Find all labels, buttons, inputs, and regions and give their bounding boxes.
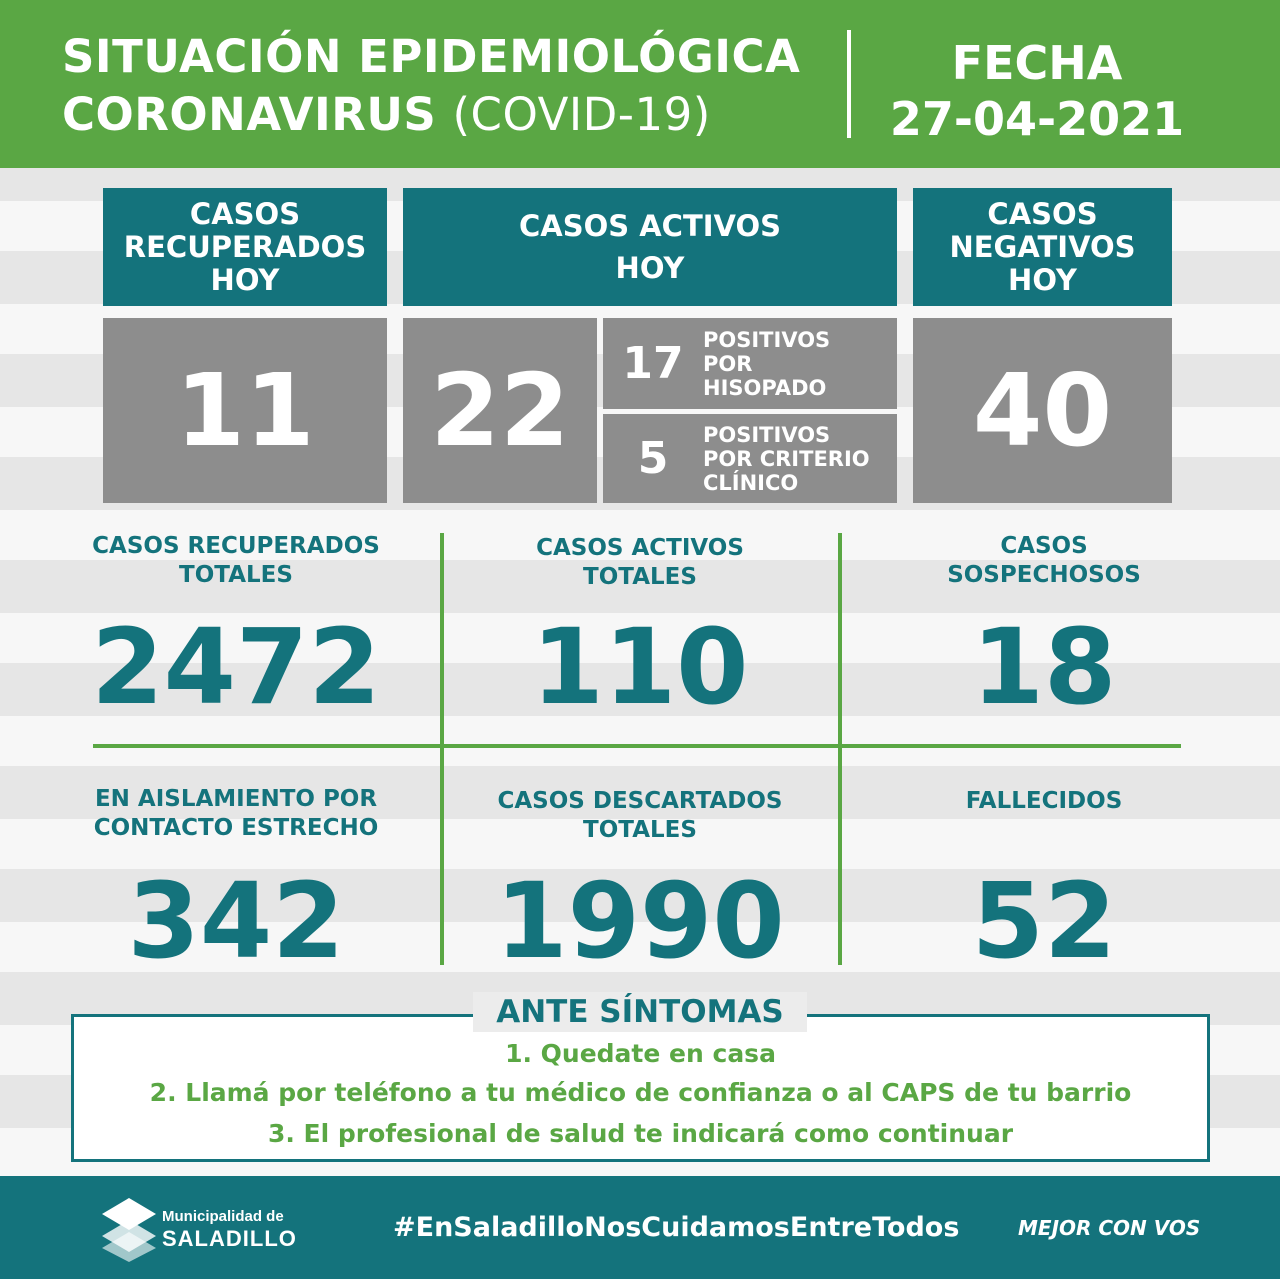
criterio-l3: CLÍNICO: [703, 470, 799, 495]
hisopado-value: 17: [622, 338, 684, 389]
sintomas-title: ANTE SÍNTOMAS: [473, 992, 807, 1032]
logo-text-municipalidad: Municipalidad de: [162, 1208, 284, 1225]
activos-hoy-header: CASOS ACTIVOS HOY: [403, 188, 897, 306]
sospechosos-l1: CASOS: [1000, 533, 1088, 559]
criterio-l1: POSITIVOS: [703, 422, 831, 447]
grid-vertical-right: [838, 533, 842, 965]
fallecidos-l1: FALLECIDOS: [965, 788, 1123, 814]
aislamiento-l2: CONTACTO ESTRECHO: [93, 815, 379, 841]
sintomas-box: [71, 1014, 1210, 1162]
header-banner: SITUACIÓN EPIDEMIOLÓGICA CORONAVIRUS (CO…: [0, 0, 1280, 168]
hisopado-l3: HISOPADO: [703, 375, 827, 400]
negativos-hoy-value: 40: [972, 352, 1113, 469]
fallecidos-label: FALLECIDOS: [874, 787, 1214, 816]
activos-totales-l1: CASOS ACTIVOS: [536, 535, 744, 561]
saladillo-logo-icon: [102, 1198, 156, 1262]
descartados-l1: CASOS DESCARTADOS: [497, 788, 783, 814]
fecha-label: FECHA: [951, 36, 1123, 90]
sospechosos-value: 18: [971, 606, 1117, 728]
sospechosos-l2: SOSPECHOSOS: [947, 562, 1141, 588]
negativos-hoy-value-box: 40: [913, 318, 1172, 503]
header-divider: [847, 30, 851, 138]
grid-horizontal: [93, 744, 1181, 748]
negativos-hoy-header: CASOS NEGATIVOS HOY: [913, 188, 1172, 306]
aislamiento-l1: EN AISLAMIENTO POR: [94, 786, 378, 812]
title-coronavirus: CORONAVIRUS: [62, 88, 437, 141]
activos-hoy-l2: HOY: [615, 251, 685, 285]
recuperados-totales-label: CASOS RECUPERADOS TOTALES: [66, 532, 406, 590]
sintomas-item-3: 3. El profesional de salud te indicará c…: [267, 1119, 1014, 1148]
positivos-hisopado: 17 POSITIVOS POR HISOPADO: [603, 318, 897, 409]
recuperados-hoy-value: 11: [175, 352, 315, 469]
hisopado-l1: POSITIVOS: [703, 327, 831, 352]
activos-totales-l2: TOTALES: [583, 564, 697, 590]
positivos-criterio: 5 POSITIVOS POR CRITERIO CLÍNICO: [603, 414, 897, 503]
activos-hoy-value: 22: [430, 352, 570, 469]
aislamiento-value: 342: [127, 860, 345, 982]
descartados-l2: TOTALES: [583, 817, 697, 843]
footer-banner: Municipalidad de SALADILLO #EnSaladilloN…: [0, 1176, 1280, 1279]
recuperados-totales-l1: CASOS RECUPERADOS: [92, 533, 380, 559]
negativos-hoy-l3: HOY: [1008, 262, 1077, 297]
recuperados-totales-value: 2472: [91, 606, 381, 728]
sintomas-item-1: 1. Quedate en casa: [505, 1039, 776, 1068]
criterio-l2: POR CRITERIO: [703, 446, 870, 471]
negativos-hoy-l1: CASOS: [987, 196, 1098, 231]
activos-totales-value: 110: [531, 606, 749, 728]
grid-vertical-left: [440, 533, 444, 965]
fallecidos-value: 52: [971, 860, 1117, 982]
sospechosos-label: CASOS SOSPECHOSOS: [874, 532, 1214, 590]
recuperados-hoy-l3: HOY: [210, 262, 280, 297]
recuperados-hoy-value-box: 11: [103, 318, 387, 503]
hisopado-l2: POR: [703, 351, 753, 376]
sintomas-item-2: 2. Llamá por teléfono a tu médico de con…: [149, 1078, 1132, 1107]
descartados-value: 1990: [495, 860, 785, 982]
activos-hoy-value-box: 22: [403, 318, 597, 503]
recuperados-hoy-l1: CASOS: [189, 196, 301, 231]
criterio-label: POSITIVOS POR CRITERIO CLÍNICO: [703, 423, 870, 495]
hashtag: #EnSaladilloNosCuidamosEntreTodos: [393, 1212, 960, 1243]
recuperados-totales-l2: TOTALES: [179, 562, 293, 588]
negativos-hoy-l2: NEGATIVOS: [949, 229, 1136, 264]
descartados-label: CASOS DESCARTADOS TOTALES: [470, 787, 810, 845]
criterio-value: 5: [637, 433, 669, 484]
aislamiento-label: EN AISLAMIENTO POR CONTACTO ESTRECHO: [66, 785, 406, 843]
activos-hoy-l1: CASOS ACTIVOS: [518, 209, 782, 243]
recuperados-hoy-header: CASOS RECUPERADOS HOY: [103, 188, 387, 306]
title-covid: (COVID-19): [452, 88, 711, 141]
recuperados-hoy-l2: RECUPERADOS: [123, 229, 367, 264]
title-line-2: CORONAVIRUS (COVID-19): [62, 88, 711, 141]
activos-totales-label: CASOS ACTIVOS TOTALES: [470, 534, 810, 592]
title-line-1: SITUACIÓN EPIDEMIOLÓGICA: [62, 30, 801, 83]
logo-text-saladillo: SALADILLO: [162, 1226, 297, 1251]
hisopado-label: POSITIVOS POR HISOPADO: [703, 328, 830, 400]
slogan: MEJOR CON VOS: [1018, 1216, 1201, 1240]
fecha-value: 27-04-2021: [889, 92, 1185, 146]
